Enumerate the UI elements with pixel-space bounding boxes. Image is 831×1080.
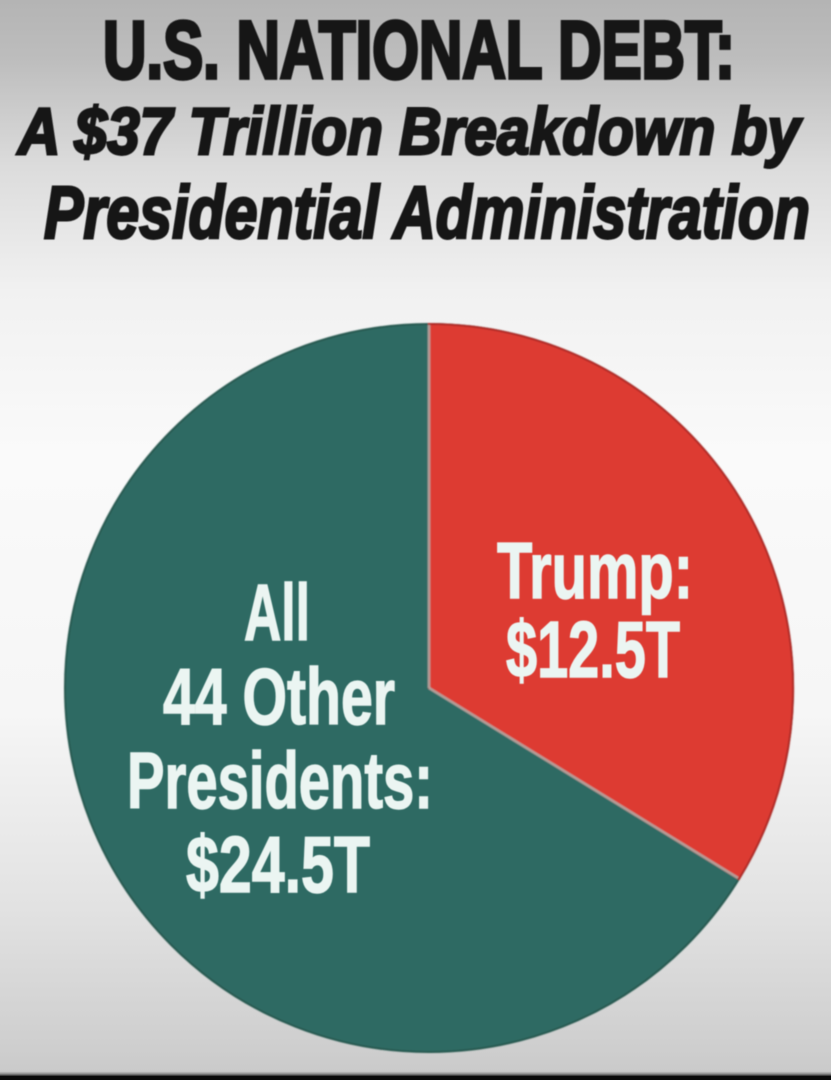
svg-text:Presidential Administration: Presidential Administration [44, 171, 810, 254]
svg-text:Presidents:: Presidents: [127, 736, 433, 825]
svg-text:$24.5T: $24.5T [186, 820, 370, 909]
svg-text:A $37 Trillion Breakdown by: A $37 Trillion Breakdown by [16, 94, 803, 168]
svg-text:44 Other: 44 Other [163, 652, 395, 741]
svg-text:$12.5T: $12.5T [506, 605, 680, 694]
svg-text:U.S. NATIONAL DEBT:: U.S. NATIONAL DEBT: [103, 5, 735, 96]
svg-text:All: All [244, 568, 310, 657]
svg-text:Trump:: Trump: [497, 526, 693, 615]
